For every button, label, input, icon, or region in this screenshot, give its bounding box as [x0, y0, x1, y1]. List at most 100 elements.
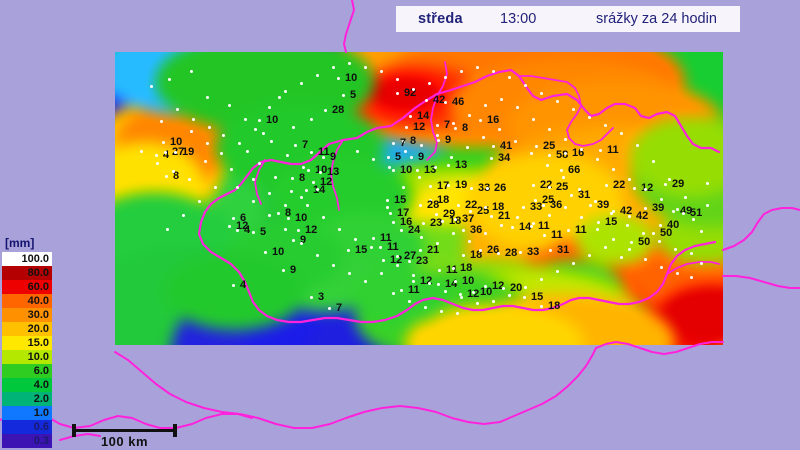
station-value-label: 16: [572, 147, 585, 159]
station-dot: [206, 142, 209, 145]
station-dot: [596, 158, 599, 161]
station-dot: [472, 291, 475, 294]
station-dot: [332, 66, 335, 69]
station-value-label: 10: [295, 212, 308, 224]
station-dot: [228, 104, 231, 107]
station-dot: [400, 229, 403, 232]
station-dot: [324, 109, 327, 112]
station-dot: [620, 132, 623, 135]
station-dot: [419, 249, 422, 252]
legend-color-scale: 100.0 80.0 60.0 40.0 30.0 20.0 15.0 10.0 6.0 4.0 2…: [2, 252, 52, 448]
station-dot: [429, 199, 432, 202]
station-value-label: 11: [607, 144, 619, 156]
station-dot: [232, 284, 235, 287]
station-value-label: 28: [332, 104, 345, 116]
station-dot: [278, 96, 281, 99]
station-dot: [706, 182, 709, 185]
station-value-label: 24: [408, 224, 421, 236]
station-dot: [588, 254, 591, 257]
station-dot: [523, 296, 526, 299]
station-dot: [444, 290, 447, 293]
station-dot: [396, 255, 399, 258]
legend-row-label: 6.0: [33, 365, 49, 377]
station-dot: [416, 169, 419, 172]
precipitation-map[interactable]: 10 5 28 92 42 46 14 12 7 8 16 8 7 9 41 34 25 58 16 11 66 10 10…: [115, 52, 723, 345]
station-dot: [567, 229, 570, 232]
legend-row-40-0: 40.0: [2, 294, 52, 308]
legend-row-label: 0.3: [33, 435, 49, 447]
station-dot: [440, 310, 443, 313]
station-dot: [222, 134, 225, 137]
station-dot: [604, 246, 607, 249]
station-value-label: 8: [173, 170, 180, 182]
station-value-label: 11: [318, 146, 330, 158]
station-dot: [174, 151, 177, 154]
station-value-label: 13: [424, 164, 437, 176]
station-dot: [664, 183, 667, 186]
station-dot: [460, 70, 463, 73]
station-dot: [644, 258, 647, 261]
station-dot: [628, 248, 631, 251]
station-value-label: 22: [540, 179, 553, 191]
legend-row-10-0: 10.0: [2, 350, 52, 364]
station-dot: [402, 186, 405, 189]
station-dot: [322, 216, 325, 219]
station-value-label: 33: [527, 246, 540, 258]
station-dot: [508, 294, 511, 297]
station-value-label: 17: [397, 207, 410, 219]
station-value-label: 42: [636, 210, 649, 222]
scale-bar: 100 km: [72, 424, 177, 449]
header-day-label: středa: [418, 11, 463, 27]
legend-row-0-6: 0.6: [2, 420, 52, 434]
station-value-label: 34: [498, 152, 511, 164]
station-dot: [342, 94, 345, 97]
station-value-label: 5: [350, 89, 357, 101]
station-dot: [660, 266, 663, 269]
station-dot: [706, 204, 709, 207]
station-dot: [633, 187, 636, 190]
legend-row-label: 0.6: [33, 421, 49, 433]
station-dot: [434, 166, 437, 169]
station-value-label: 3: [318, 291, 325, 303]
station-dot: [268, 192, 271, 195]
station-dot: [644, 207, 647, 210]
station-dot: [546, 164, 549, 167]
station-dot: [668, 178, 671, 181]
station-value-label: 11: [380, 232, 392, 244]
legend-row-0-3: 0.3: [2, 434, 52, 448]
station-value-label: 19: [455, 179, 468, 191]
station-dot: [628, 215, 631, 218]
station-dot: [408, 300, 411, 303]
station-dot: [338, 228, 341, 231]
border-path: [330, 139, 344, 211]
station-dot: [305, 189, 308, 192]
station-dot: [540, 92, 543, 95]
station-dot: [676, 208, 679, 211]
station-dot: [498, 128, 501, 131]
station-value-label: 8: [285, 207, 292, 219]
station-dot: [548, 214, 551, 217]
station-dot: [392, 142, 395, 145]
station-value-label: 22: [465, 199, 478, 211]
station-dot: [548, 128, 551, 131]
station-dot: [580, 148, 583, 151]
station-dot: [580, 216, 583, 219]
border-path: [722, 207, 800, 251]
station-dot: [204, 160, 207, 163]
station-value-label: 42: [620, 205, 633, 217]
scale-bar-cap-left: [72, 424, 76, 437]
station-dot: [389, 212, 392, 215]
station-value-label: 8: [462, 122, 469, 134]
station-dot: [484, 206, 487, 209]
station-dot: [165, 175, 168, 178]
station-dot: [469, 210, 472, 213]
scale-bar-label: 100 km: [100, 434, 149, 449]
station-value-label: 18: [449, 215, 462, 227]
precip-contour-blob: [575, 214, 655, 266]
legend-row-label: 30.0: [27, 309, 49, 321]
border-path: [426, 61, 448, 161]
station-dot: [404, 150, 407, 153]
station-value-label: 46: [452, 96, 465, 108]
station-dot: [535, 145, 538, 148]
station-value-label: 23: [416, 255, 429, 267]
